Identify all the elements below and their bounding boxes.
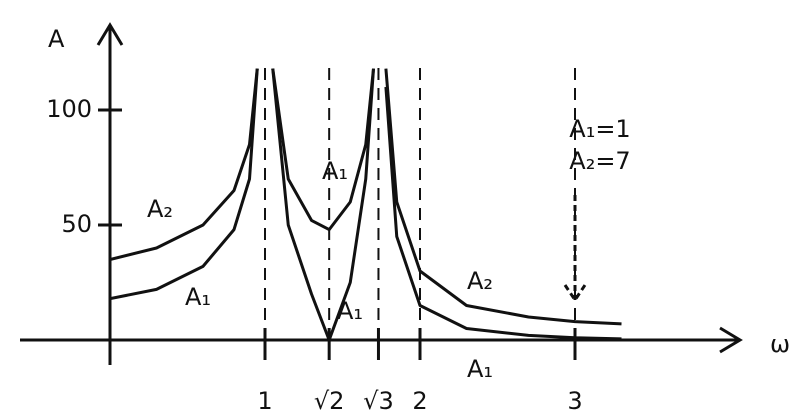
line [110, 68, 622, 326]
x-axis-label: ω [770, 330, 790, 358]
y-axis-label: A [48, 25, 65, 53]
series-label: A₁ [467, 355, 493, 383]
y-axis-arrow [96, 22, 124, 46]
series-label: A₂ [147, 195, 173, 223]
x-tick-label: √2 [314, 387, 345, 415]
x-tick-label: 3 [567, 387, 582, 415]
series-label: A₁ [322, 157, 348, 185]
series-label: A₂ [467, 267, 493, 295]
x-axis-arrow [719, 326, 743, 354]
annotation: A₁=1 [569, 115, 630, 143]
series-label: A₁ [185, 283, 211, 311]
y-tick-label: 50 [61, 210, 92, 238]
x-tick-label: √3 [363, 387, 394, 415]
x-tick-label: 1 [257, 387, 272, 415]
series-label: A₁ [337, 297, 363, 325]
x-tick-label: 2 [412, 387, 427, 415]
annotation: A₂=7 [569, 147, 630, 175]
line [110, 68, 622, 340]
y-tick-label: 100 [46, 95, 92, 123]
